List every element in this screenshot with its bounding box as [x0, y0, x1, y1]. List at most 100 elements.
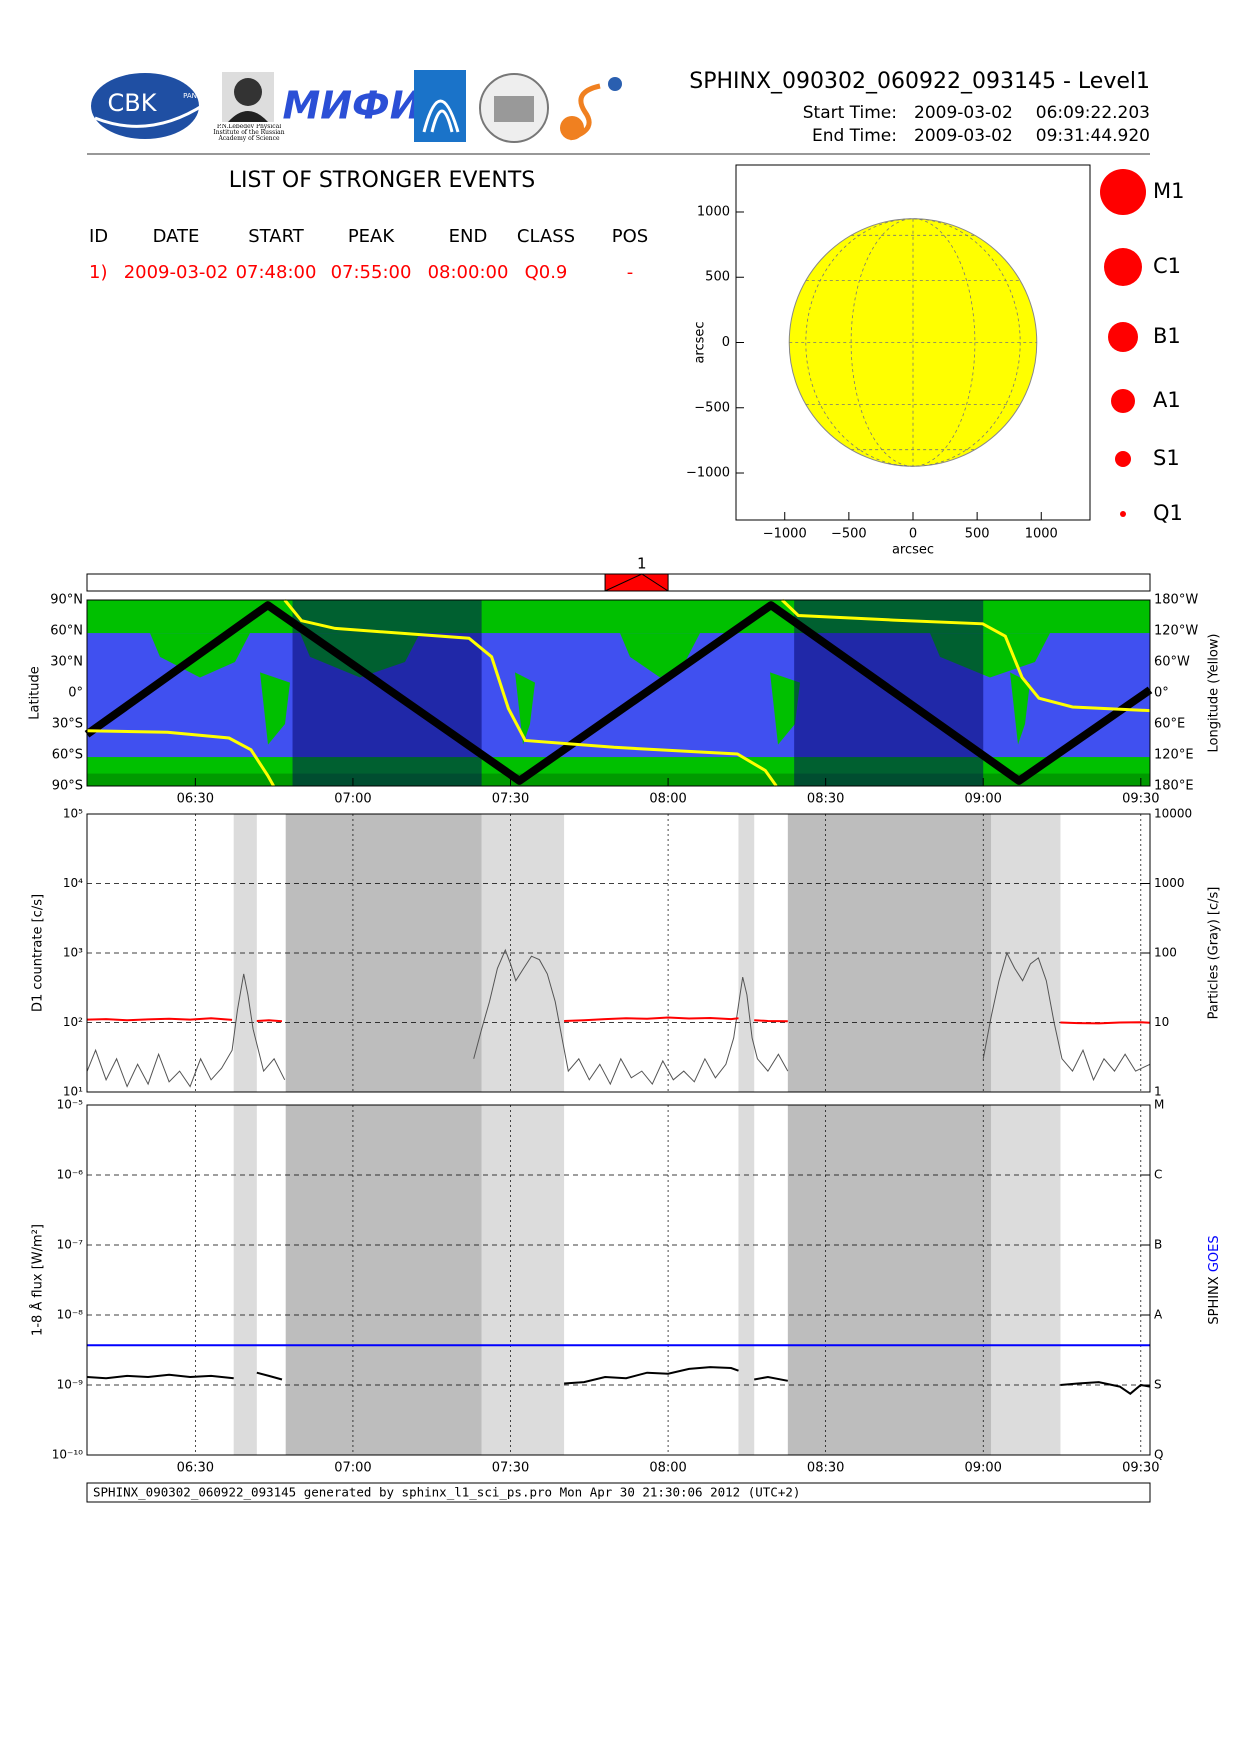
land-shape — [770, 672, 800, 745]
legend-label: Q1 — [1153, 501, 1183, 525]
y2-tick-label: 180°E — [1154, 779, 1194, 794]
y2-axis-label: Particles (Gray) [c/s] — [1207, 887, 1222, 1020]
x-tick-label: 08:30 — [807, 792, 844, 807]
y2-tick-label: A — [1154, 1308, 1163, 1322]
y2-axis-label-part: GOES — [1207, 1235, 1222, 1272]
logo-caption: P.N.Lebedev Physical Institute of the Ru… — [213, 124, 284, 142]
logo-portrait — [228, 111, 268, 122]
y-tick-label: 90°N — [50, 593, 83, 608]
series-line — [84, 601, 1153, 785]
land-shape — [1010, 672, 1030, 745]
x-tick-label: −500 — [831, 527, 867, 542]
plot-frame — [86, 813, 1151, 1093]
shade-light — [481, 1105, 565, 1455]
footer-box — [86, 1482, 1151, 1503]
legend-marker — [1104, 248, 1142, 286]
y2-tick-label: Q — [1154, 1448, 1163, 1462]
y-tick-label: 10⁻⁵ — [57, 1098, 84, 1112]
meridian — [850, 218, 976, 467]
logo-portrait — [234, 78, 262, 106]
logo-text: PAN — [183, 92, 197, 100]
y2-axis-label: Longitude (Yellow) — [1207, 634, 1222, 753]
y-tick-label: 90°S — [52, 779, 83, 794]
y-axis-label: 1-8 Å flux [W/m²] — [30, 1224, 46, 1336]
x-tick-label: 07:00 — [334, 792, 371, 807]
table-cell: - — [627, 262, 634, 283]
plot-frame — [86, 1104, 1151, 1456]
table-cell: 07:48:00 — [236, 262, 317, 283]
y-axis-label: arcsec — [693, 321, 708, 363]
y2-tick-label: S — [1154, 1378, 1162, 1392]
y2-tick-label: 100 — [1154, 946, 1177, 960]
y2-tick-label: B — [1154, 1238, 1162, 1252]
event-label: 1 — [637, 555, 647, 573]
table-cell: 08:00:00 — [428, 262, 509, 283]
y-tick-label: 1000 — [697, 204, 730, 219]
logo-stamp — [494, 96, 534, 122]
y-tick-label: 10² — [63, 1015, 83, 1029]
y-tick-label: 30°N — [50, 655, 83, 670]
x-tick-label: 0 — [909, 527, 917, 542]
x-tick-label: 06:30 — [177, 1461, 214, 1476]
y2-tick-label: 10000 — [1154, 807, 1192, 821]
legend-label: B1 — [1153, 324, 1181, 348]
legend-label: C1 — [1153, 254, 1181, 278]
y-tick-label: 10⁵ — [63, 807, 83, 821]
start-time: 06:09:22.203 — [1036, 103, 1150, 123]
y2-tick-label: M — [1154, 1098, 1164, 1112]
x-tick-label: 500 — [965, 527, 990, 542]
y-tick-label: 10¹ — [63, 1085, 83, 1099]
table-header: ID — [89, 226, 108, 247]
x-axis-label: arcsec — [892, 543, 934, 558]
y-tick-label: 30°S — [52, 717, 83, 732]
y2-tick-label: 120°E — [1154, 748, 1194, 763]
y-tick-label: 10⁴ — [63, 876, 83, 890]
land-shape — [260, 672, 290, 745]
shade-light — [738, 1105, 755, 1455]
y-axis-label: Latitude — [28, 666, 43, 720]
logo-swoosh — [94, 102, 206, 128]
table-cell: 1) — [89, 262, 107, 283]
x-tick-label: −1000 — [763, 527, 807, 542]
table-header: DATE — [153, 226, 200, 247]
event-peak — [604, 573, 669, 592]
shade-dark — [285, 1105, 482, 1455]
y-tick-label: 10⁻⁶ — [57, 1168, 84, 1182]
shade-dark — [787, 1105, 992, 1455]
end-date: 2009-03-02 — [914, 126, 1013, 146]
x-tick-label: 07:00 — [334, 1461, 371, 1476]
legend-marker — [1111, 389, 1135, 413]
y-tick-label: 10⁻¹⁰ — [52, 1448, 83, 1462]
shade-light — [233, 1105, 257, 1455]
table-header: PEAK — [348, 226, 396, 247]
table-header: END — [449, 226, 488, 247]
logo-cbk — [91, 73, 199, 139]
y-tick-label: 10³ — [63, 946, 83, 960]
land-band — [87, 773, 1150, 786]
legend-label: M1 — [1153, 179, 1184, 203]
y2-axis-label-part: SPHINX — [1207, 1276, 1222, 1324]
table-header: CLASS — [517, 226, 575, 247]
header-title: SPHINX_090302_060922_093145 - Level1 — [689, 69, 1150, 94]
x-tick-label: 08:00 — [649, 792, 686, 807]
y-tick-label: 0° — [68, 686, 83, 701]
y-tick-label: 60°N — [50, 624, 83, 639]
y2-tick-label: 60°E — [1154, 717, 1185, 732]
y-tick-label: 60°S — [52, 748, 83, 763]
legend-marker — [1108, 322, 1138, 352]
y2-tick-label: 120°W — [1154, 624, 1198, 639]
x-tick-label: 07:30 — [492, 1461, 529, 1476]
x-tick-label: 08:30 — [807, 1461, 844, 1476]
y2-tick-label: 60°W — [1154, 655, 1190, 670]
logo-text: МИФИ — [282, 84, 421, 128]
series-line — [86, 598, 1151, 787]
y2-axis-label: SPHINX GOES — [1207, 1235, 1222, 1324]
table-header: START — [248, 226, 305, 247]
series-line — [87, 1016, 1151, 1025]
end-label: End Time: — [812, 126, 897, 146]
start-label: Start Time: — [803, 103, 897, 123]
y2-tick-label: 1000 — [1154, 876, 1185, 890]
series-line — [87, 1366, 1151, 1395]
y2-tick-label: 180°W — [1154, 593, 1198, 608]
